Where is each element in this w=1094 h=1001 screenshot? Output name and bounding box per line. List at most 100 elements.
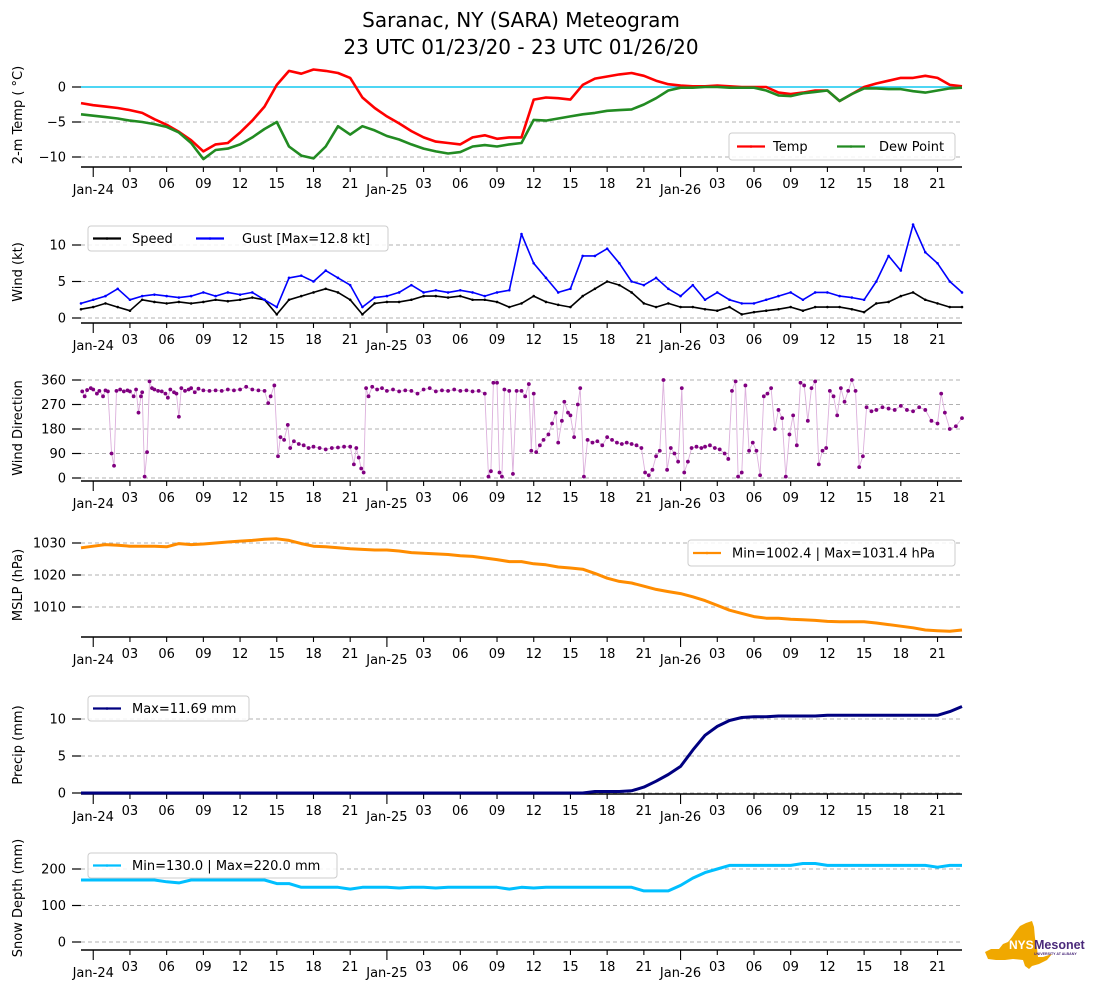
y-tick-label: 90 (49, 447, 66, 462)
wind-direction-point (219, 388, 224, 393)
mslp-series-line-0 (80, 537, 963, 633)
wind-direction-point (356, 455, 361, 460)
x-tick-hour-label: 18 (599, 177, 616, 192)
wind-direction-point (572, 435, 577, 440)
y-tick-label: 1020 (33, 569, 66, 584)
x-tick-date-label: Jan-26 (659, 497, 701, 512)
wind-direction-point (415, 391, 420, 396)
wind-direction-point (168, 387, 173, 392)
wind-series-point (79, 302, 83, 305)
wind-series-point (605, 280, 609, 283)
chart-title: Saranac, NY (SARA) Meteogram (362, 8, 680, 32)
wind-direction-point (578, 386, 583, 391)
wind-direction-point (646, 473, 651, 478)
wind-direction-point (282, 437, 287, 442)
wind-direction-point (953, 424, 958, 429)
x-tick-hour-label: 12 (232, 491, 249, 506)
wind-series-point (618, 261, 621, 265)
legend-box (87, 695, 250, 722)
wind-direction-point (361, 470, 366, 475)
x-tick-hour-label: 06 (746, 804, 763, 819)
wind-direction-point (192, 390, 197, 395)
x-tick-hour-label: 12 (819, 960, 836, 975)
y-tick-label: −5 (47, 116, 66, 131)
x-tick-hour-label: 03 (415, 960, 432, 975)
wind-series-point (189, 302, 193, 305)
legend-label: Min=1002.4 | Max=1031.4 hPa (732, 547, 935, 562)
wind-direction-point (824, 446, 829, 450)
x-tick-hour-label: 09 (782, 647, 799, 662)
wind-direction-point (183, 388, 187, 393)
wind-series-point (410, 283, 413, 287)
wind-direction-point (556, 440, 561, 445)
wind-direction-point (679, 386, 684, 391)
wind-direction-point (776, 408, 781, 412)
x-tick-hour-label: 09 (195, 960, 212, 975)
x-tick-hour-label: 21 (636, 804, 653, 819)
x-tick-hour-label: 18 (305, 491, 322, 506)
x-tick-hour-label: 15 (856, 491, 873, 506)
wind-direction-point (615, 440, 619, 445)
wind-direction-point (500, 474, 504, 479)
wind-direction-point (276, 454, 280, 459)
wind-direction-point (935, 421, 940, 426)
wind-series-point (91, 298, 95, 302)
wind-direction-point (639, 446, 644, 450)
wind-direction-point (131, 394, 136, 399)
wind-direction-point (403, 388, 408, 393)
x-tick-hour-label: 15 (269, 647, 286, 662)
x-tick-hour-label: 15 (562, 960, 579, 975)
x-tick-hour-label: 21 (636, 960, 653, 975)
wind-direction-point (665, 467, 670, 472)
wind-direction-point (329, 446, 334, 450)
x-tick-hour-label: 06 (158, 333, 175, 348)
wind-direction-point (354, 446, 359, 450)
wind-series-point (936, 261, 939, 265)
wind-series-point (165, 302, 168, 305)
wind-series-line-0 (80, 280, 962, 316)
wind-direction-point (80, 389, 85, 394)
x-tick-hour-label: 03 (415, 647, 432, 662)
wind-series-point (128, 298, 132, 302)
wind-direction-point (831, 394, 836, 399)
legend-swatch-marker (105, 237, 109, 240)
wind-direction-point (179, 386, 184, 391)
x-tick-hour-label: 06 (452, 333, 469, 348)
wind-series-point (251, 296, 254, 299)
snow_depth-legend: Min=130.0 | Max=220.0 mm (87, 852, 338, 879)
wind-series-point (899, 269, 903, 272)
y-tick-label: 360 (41, 374, 66, 389)
x-tick-hour-label: 15 (269, 333, 286, 348)
y-axis-label: Precip (mm) (11, 705, 26, 784)
x-tick-hour-label: 12 (525, 177, 542, 192)
wind-series-point (801, 298, 805, 302)
legend-box (87, 225, 389, 252)
wind-series-point (202, 300, 205, 304)
wind-series-point (299, 294, 303, 298)
legend-box (87, 852, 338, 879)
wind-direction-point (292, 439, 296, 444)
wind-series-point (238, 293, 242, 296)
wind-series-point (361, 313, 364, 316)
wind-series-point (887, 300, 890, 304)
x-tick-hour-label: 18 (599, 647, 616, 662)
x-tick-hour-label: 09 (782, 491, 799, 506)
x-tick-date-label: Jan-26 (659, 966, 701, 981)
wind-series-point (923, 298, 927, 302)
x-tick-hour-label: 21 (929, 491, 946, 506)
x-tick-hour-label: 06 (452, 491, 469, 506)
legend-swatch-marker (705, 551, 709, 555)
wind-series-point (446, 291, 450, 294)
x-tick-hour-label: 12 (819, 177, 836, 192)
x-tick-hour-label: 03 (709, 177, 726, 192)
x-tick-hour-label: 18 (305, 333, 322, 348)
wind-series-point (618, 283, 621, 287)
wind-direction-point (699, 446, 704, 450)
wind-series-point (140, 294, 144, 298)
x-tick-hour-label: 18 (893, 333, 910, 348)
wind-direction-point (689, 446, 694, 450)
legend-swatch-marker (105, 864, 109, 867)
wind-series-point (801, 309, 805, 313)
wind-direction-point (553, 410, 558, 415)
